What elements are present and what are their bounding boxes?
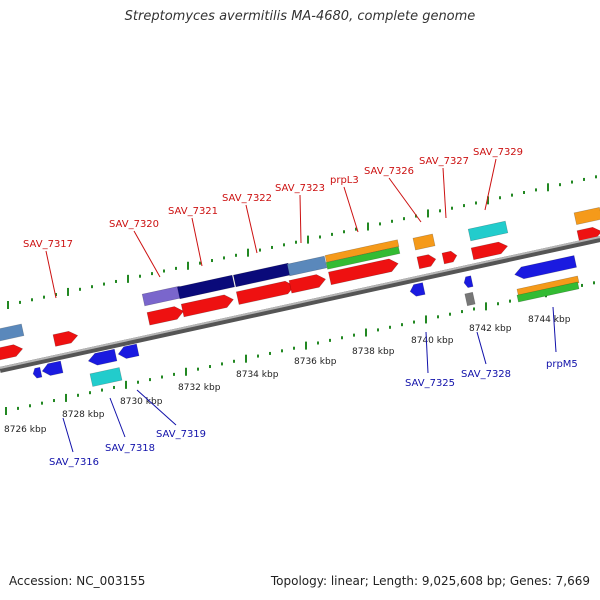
gene-feature[interactable] xyxy=(441,250,458,265)
gene-label-top[interactable]: SAV_7322 xyxy=(222,193,272,204)
gene-label-top[interactable]: SAV_7317 xyxy=(23,239,73,250)
gene-feature[interactable] xyxy=(516,275,580,297)
gene-label-top[interactable]: SAV_7321 xyxy=(168,206,218,217)
gene-label-bottom[interactable]: SAV_7319 xyxy=(156,429,206,440)
leader-line xyxy=(62,417,74,453)
gene-feature[interactable] xyxy=(89,367,123,387)
kbp-tick-label: 8732 kbp xyxy=(178,383,221,393)
kbp-tick-label: 8736 kbp xyxy=(294,357,337,367)
leader-line xyxy=(245,204,258,254)
gene-feature[interactable] xyxy=(409,282,426,298)
gene-feature[interactable] xyxy=(180,293,235,318)
genome-axis-highlight xyxy=(0,236,600,369)
gene-label-bottom[interactable]: SAV_7325 xyxy=(405,378,455,389)
gene-label-top[interactable]: SAV_7329 xyxy=(473,147,523,158)
gene-label-top[interactable]: SAV_7326 xyxy=(364,166,414,177)
kbp-tick-label: 8730 kbp xyxy=(120,397,163,407)
kbp-tick-label: 8734 kbp xyxy=(236,370,279,380)
gene-feature[interactable] xyxy=(513,255,577,281)
label-leader-lines xyxy=(45,158,557,453)
gene-label-top[interactable]: SAV_7323 xyxy=(275,183,325,194)
gene-feature[interactable] xyxy=(288,273,327,294)
gene-feature[interactable] xyxy=(576,226,600,243)
kbp-tick-label: 8726 kbp xyxy=(4,425,47,435)
gene-feature[interactable] xyxy=(463,275,474,288)
gene-feature[interactable] xyxy=(467,220,509,242)
gene-label-top[interactable]: SAV_7320 xyxy=(109,219,159,230)
gene-feature[interactable] xyxy=(328,257,399,286)
kbp-labels: 8726 kbp 8728 kbp 8730 kbp 8732 kbp 8734 kbp… xyxy=(4,315,571,435)
gene-feature[interactable] xyxy=(464,291,476,307)
kbp-tick-label: 8740 kbp xyxy=(411,336,454,346)
kbp-tick-label: 8742 kbp xyxy=(469,324,512,334)
feature-labels: SAV_7317 SAV_7320 SAV_7321 SAV_7322SAV_7323… xyxy=(23,147,578,468)
leader-line xyxy=(476,331,487,365)
gene-feature[interactable] xyxy=(412,233,436,251)
accession-text: Accession: NC_003155 xyxy=(9,574,146,588)
gene-label-bottom[interactable]: prpM5 xyxy=(546,359,578,370)
leader-line xyxy=(191,217,203,267)
genome-line xyxy=(0,236,600,373)
kbp-tick-label: 8728 kbp xyxy=(62,410,105,420)
gene-feature[interactable] xyxy=(573,207,600,225)
gene-feature[interactable] xyxy=(41,360,64,377)
gene-label-top[interactable]: prpL3 xyxy=(330,175,359,186)
leader-line xyxy=(109,397,126,438)
gene-label-bottom[interactable]: SAV_7316 xyxy=(49,457,99,468)
gene-label-bottom[interactable]: SAV_7328 xyxy=(461,369,511,380)
gene-feature[interactable] xyxy=(141,285,183,307)
gene-feature[interactable] xyxy=(87,348,118,367)
gene-feature[interactable] xyxy=(470,240,509,261)
gene-feature[interactable] xyxy=(324,239,400,263)
gene-label-top[interactable]: SAV_7327 xyxy=(419,156,469,167)
gene-label-bottom[interactable]: SAV_7318 xyxy=(105,443,155,454)
leader-line xyxy=(552,306,557,353)
gene-feature[interactable] xyxy=(325,246,401,270)
kbp-tick-label: 8744 kbp xyxy=(528,315,571,325)
leader-line xyxy=(299,194,302,244)
gene-feature[interactable] xyxy=(0,343,24,362)
genome-summary-text: Topology: linear; Length: 9,025,608 bp; … xyxy=(270,574,590,588)
gene-feature[interactable] xyxy=(146,305,185,326)
gene-feature[interactable] xyxy=(286,255,328,277)
gene-feature[interactable] xyxy=(416,253,437,270)
leader-line xyxy=(136,389,177,426)
gene-feature[interactable] xyxy=(52,330,79,347)
gene-feature[interactable] xyxy=(117,343,140,360)
gene-feature[interactable] xyxy=(0,323,25,343)
leader-line xyxy=(133,230,161,278)
leader-line xyxy=(388,177,422,223)
gene-feature[interactable] xyxy=(177,274,235,300)
gene-feature[interactable] xyxy=(516,281,580,303)
leader-line xyxy=(484,158,497,211)
leader-line xyxy=(425,331,429,374)
kbp-tick-label: 8738 kbp xyxy=(352,347,395,357)
leader-line xyxy=(343,186,359,233)
leader-line xyxy=(45,250,57,299)
genome-title: Streptomyces avermitilis MA-4680, comple… xyxy=(124,9,476,24)
gene-feature[interactable] xyxy=(32,366,43,379)
leader-line xyxy=(442,167,447,219)
ticks-top xyxy=(7,175,597,309)
feature-tracks xyxy=(0,207,600,387)
genome-axis-shadow xyxy=(0,236,600,373)
